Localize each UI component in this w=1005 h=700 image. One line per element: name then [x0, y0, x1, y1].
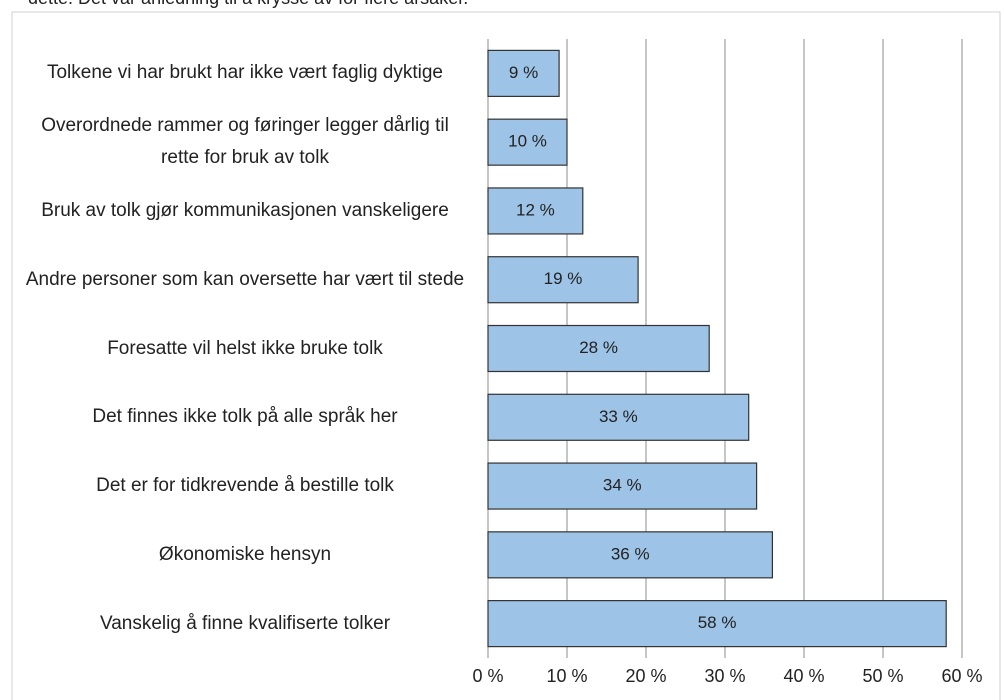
bar	[487, 462, 758, 510]
bar	[487, 600, 947, 648]
bar	[487, 531, 773, 579]
x-tick-label: 30 %	[704, 666, 745, 686]
bar	[487, 256, 639, 304]
x-tick-label: 10 %	[546, 666, 587, 686]
y-tick-label: Overordnede rammer og føringer legger då…	[41, 115, 449, 169]
y-tick-label: Det finnes ikke tolk på alle språk her	[92, 406, 398, 428]
chart-border	[11, 11, 1001, 700]
x-tick-label: 20 %	[625, 666, 666, 686]
bar	[487, 49, 560, 97]
data-label: 19 %	[544, 269, 583, 288]
y-tick-label: Det er for tidkrevende å bestille tolk	[96, 475, 394, 497]
data-label: 58 %	[698, 613, 737, 632]
data-label: 28 %	[579, 338, 618, 357]
data-label: 34 %	[603, 476, 642, 495]
bar	[487, 118, 568, 166]
x-tick-label: 60 %	[941, 666, 982, 686]
x-tick-label: 50 %	[862, 666, 903, 686]
bar	[487, 324, 710, 373]
x-tick-label: 40 %	[783, 666, 824, 686]
y-tick-label: Bruk av tolk gjør kommunikasjonen vanske…	[41, 199, 449, 221]
data-label: 33 %	[599, 407, 638, 426]
bar	[487, 187, 584, 235]
y-tick-label: Andre personer som kan oversette har vær…	[25, 268, 465, 290]
caption: dette. Det var anledning til å krysse av…	[28, 0, 468, 9]
data-label: 10 %	[508, 132, 547, 151]
y-tick-label: Vanskelig å finne kvalifiserte tolker	[99, 612, 391, 634]
data-label: 9 %	[509, 63, 538, 82]
data-label: 36 %	[611, 544, 650, 563]
y-tick-label: Tolkene vi har brukt har ikke vært fagli…	[46, 62, 443, 84]
bar	[487, 393, 750, 441]
y-tick-label: Økonomiske hensyn	[158, 543, 332, 565]
y-tick-label: Foresatte vil helst ikke bruke tolk	[107, 337, 383, 359]
data-label: 12 %	[516, 200, 555, 219]
x-tick-label: 0 %	[472, 666, 503, 686]
